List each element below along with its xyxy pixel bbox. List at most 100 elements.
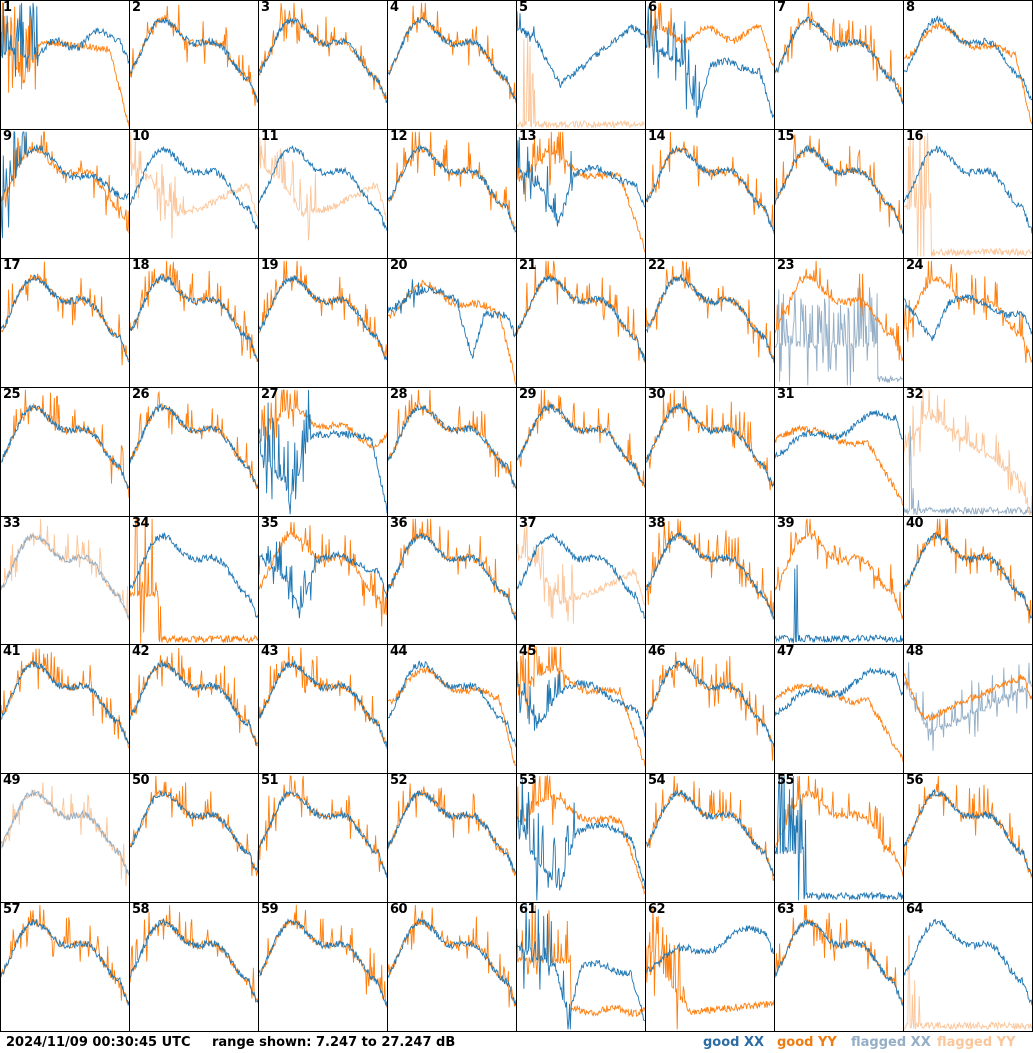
antenna-panel-17[interactable]: 17	[1, 258, 129, 387]
antenna-panel-59[interactable]: 59	[259, 903, 387, 1031]
antenna-panel-43[interactable]: 43	[259, 645, 387, 774]
trace-good-yy	[1, 261, 129, 365]
antenna-panel-11[interactable]: 11	[259, 129, 387, 258]
trace-good-xx	[517, 137, 645, 227]
trace-good-yy	[646, 390, 774, 490]
spectrum-plot	[130, 130, 258, 258]
antenna-panel-9[interactable]: 9	[1, 129, 129, 258]
antenna-panel-35[interactable]: 35	[259, 516, 387, 645]
antenna-panel-40[interactable]: 40	[904, 516, 1032, 645]
antenna-panel-22[interactable]: 22	[646, 258, 774, 387]
antenna-panel-36[interactable]: 36	[388, 516, 516, 645]
antenna-panel-5[interactable]: 5	[517, 1, 645, 129]
antenna-panel-34[interactable]: 34	[130, 516, 258, 645]
antenna-panel-38[interactable]: 38	[646, 516, 774, 645]
trace-good-yy	[259, 776, 387, 875]
antenna-panel-58[interactable]: 58	[130, 903, 258, 1031]
antenna-panel-10[interactable]: 10	[130, 129, 258, 258]
trace-good-xx	[517, 661, 645, 737]
antenna-panel-46[interactable]: 46	[646, 645, 774, 774]
spectrum-plot	[259, 259, 387, 387]
antenna-panel-16[interactable]: 16	[904, 129, 1032, 258]
antenna-panel-51[interactable]: 51	[259, 774, 387, 903]
antenna-panel-33[interactable]: 33	[1, 516, 129, 645]
antenna-panel-4[interactable]: 4	[388, 1, 516, 129]
antenna-panel-20[interactable]: 20	[388, 258, 516, 387]
antenna-panel-21[interactable]: 21	[517, 258, 645, 387]
spectrum-plot	[388, 903, 516, 1031]
trace-good-yy	[388, 668, 516, 766]
antenna-panel-53[interactable]: 53	[517, 774, 645, 903]
trace-flagged-xx	[775, 287, 903, 385]
spectrum-plot	[517, 130, 645, 258]
antenna-panel-54[interactable]: 54	[646, 774, 774, 903]
antenna-panel-31[interactable]: 31	[775, 387, 903, 516]
antenna-panel-48[interactable]: 48	[904, 645, 1032, 774]
antenna-panel-3[interactable]: 3	[259, 1, 387, 129]
antenna-panel-41[interactable]: 41	[1, 645, 129, 774]
antenna-panel-1[interactable]: 1	[1, 1, 129, 129]
antenna-panel-13[interactable]: 13	[517, 129, 645, 258]
spectrum-plot	[904, 645, 1032, 773]
spectrum-plot	[1, 259, 129, 387]
antenna-panel-26[interactable]: 26	[130, 387, 258, 516]
antenna-panel-52[interactable]: 52	[388, 774, 516, 903]
spectrum-plot	[775, 645, 903, 773]
antenna-panel-55[interactable]: 55	[775, 774, 903, 903]
spectrum-plot	[388, 774, 516, 902]
antenna-panel-6[interactable]: 6	[646, 1, 774, 129]
trace-good-yy	[1, 132, 129, 233]
trace-good-xx	[130, 147, 258, 229]
antenna-panel-45[interactable]: 45	[517, 645, 645, 774]
antenna-panel-39[interactable]: 39	[775, 516, 903, 645]
antenna-panel-12[interactable]: 12	[388, 129, 516, 258]
spectrum-plot	[646, 903, 774, 1031]
antenna-panel-28[interactable]: 28	[388, 387, 516, 516]
spectrum-plot	[259, 903, 387, 1031]
antenna-panel-27[interactable]: 27	[259, 387, 387, 516]
antenna-panel-24[interactable]: 24	[904, 258, 1032, 387]
antenna-panel-42[interactable]: 42	[130, 645, 258, 774]
antenna-panel-18[interactable]: 18	[130, 258, 258, 387]
antenna-panel-19[interactable]: 19	[259, 258, 387, 387]
antenna-panel-50[interactable]: 50	[130, 774, 258, 903]
antenna-panel-64[interactable]: 64	[904, 903, 1032, 1031]
spectrum-plot	[646, 388, 774, 516]
antenna-panel-25[interactable]: 25	[1, 387, 129, 516]
spectrum-plot	[646, 645, 774, 773]
antenna-panel-63[interactable]: 63	[775, 903, 903, 1031]
trace-good-yy	[646, 907, 774, 1029]
spectrum-plot	[388, 517, 516, 645]
antenna-panel-57[interactable]: 57	[1, 903, 129, 1031]
trace-good-yy	[259, 3, 387, 99]
footer-bar: 2024/11/09 00:30:45 UTC range shown: 7.2…	[0, 1032, 1033, 1053]
antenna-panel-60[interactable]: 60	[388, 903, 516, 1031]
antenna-panel-30[interactable]: 30	[646, 387, 774, 516]
antenna-panel-15[interactable]: 15	[775, 129, 903, 258]
antenna-panel-8[interactable]: 8	[904, 1, 1032, 129]
antenna-panel-23[interactable]: 23	[775, 258, 903, 387]
trace-good-xx	[259, 390, 387, 514]
trace-good-yy	[646, 3, 774, 67]
antenna-panel-29[interactable]: 29	[517, 387, 645, 516]
trace-good-yy	[646, 132, 774, 234]
antenna-panel-56[interactable]: 56	[904, 774, 1032, 903]
trace-good-xx	[259, 662, 387, 749]
trace-good-xx	[259, 792, 387, 878]
antenna-panel-47[interactable]: 47	[775, 645, 903, 774]
spectrum-plot	[646, 259, 774, 387]
trace-good-xx	[388, 146, 516, 232]
antenna-panel-14[interactable]: 14	[646, 129, 774, 258]
antenna-panel-61[interactable]: 61	[517, 903, 645, 1031]
antenna-panel-62[interactable]: 62	[646, 903, 774, 1031]
antenna-panel-32[interactable]: 32	[904, 387, 1032, 516]
trace-good-xx	[904, 146, 1032, 234]
antenna-panel-37[interactable]: 37	[517, 516, 645, 645]
spectrum-plot	[1, 517, 129, 645]
antenna-panel-7[interactable]: 7	[775, 1, 903, 129]
legend-flagged-yy: flagged YY	[937, 1035, 1016, 1050]
trace-good-yy	[517, 776, 645, 893]
antenna-panel-49[interactable]: 49	[1, 774, 129, 903]
antenna-panel-44[interactable]: 44	[388, 645, 516, 774]
antenna-panel-2[interactable]: 2	[130, 1, 258, 129]
